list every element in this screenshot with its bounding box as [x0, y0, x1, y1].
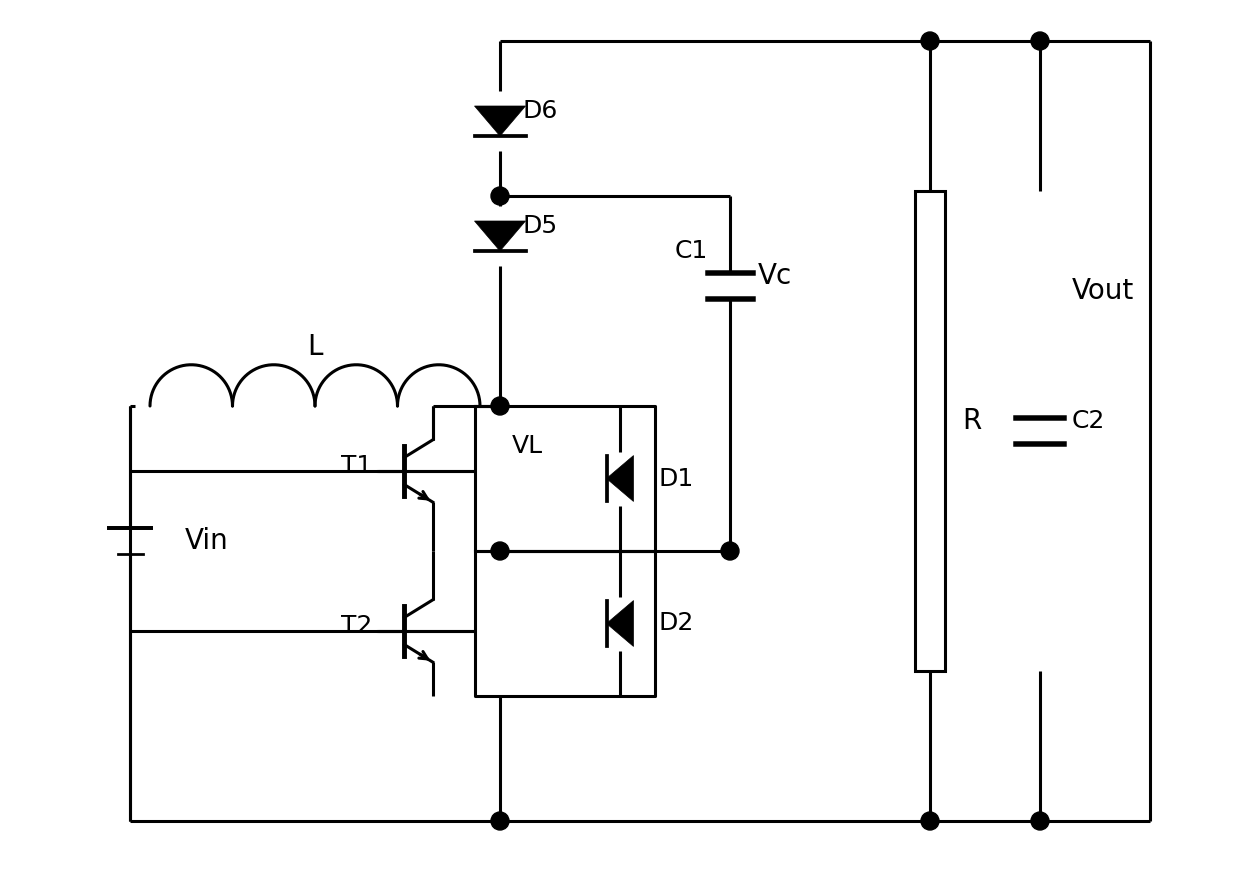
Circle shape: [921, 32, 939, 50]
Polygon shape: [475, 221, 525, 251]
Text: C1: C1: [675, 239, 707, 263]
Circle shape: [491, 187, 509, 205]
Text: R: R: [961, 407, 981, 435]
Text: L: L: [307, 333, 322, 361]
Text: D2: D2: [658, 611, 694, 635]
Circle shape: [721, 542, 738, 560]
Text: D6: D6: [522, 99, 558, 123]
Text: D1: D1: [658, 467, 694, 491]
Circle shape: [921, 812, 939, 830]
FancyBboxPatch shape: [914, 191, 945, 671]
Text: Vout: Vout: [1072, 277, 1134, 305]
Circle shape: [491, 812, 509, 830]
Text: C2: C2: [1072, 409, 1105, 433]
Text: VL: VL: [512, 434, 543, 458]
Polygon shape: [475, 106, 525, 136]
Text: D5: D5: [522, 214, 558, 238]
Circle shape: [491, 542, 509, 560]
Text: Vc: Vc: [758, 262, 792, 290]
Text: T1: T1: [341, 454, 372, 478]
Circle shape: [1031, 32, 1049, 50]
Text: T2: T2: [341, 614, 372, 638]
Polygon shape: [607, 455, 633, 502]
Polygon shape: [607, 601, 633, 647]
Circle shape: [1031, 812, 1049, 830]
Text: Vin: Vin: [185, 527, 229, 555]
Circle shape: [491, 397, 509, 415]
